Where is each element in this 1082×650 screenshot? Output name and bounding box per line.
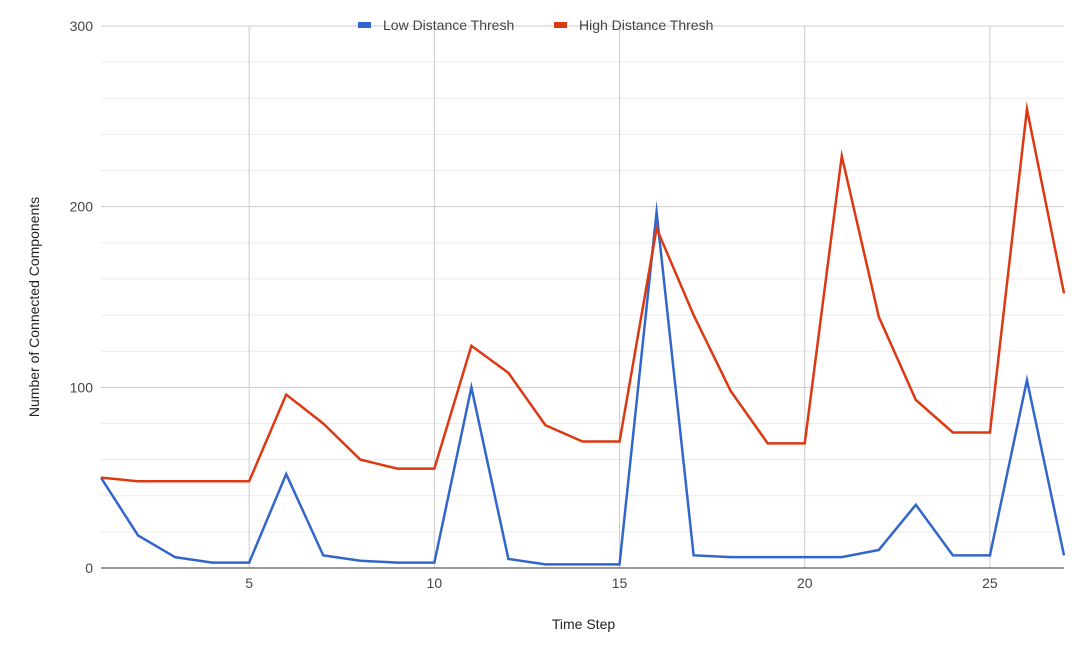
series-line-low-distance-thresh [99,200,1066,566]
legend-swatch [554,22,567,28]
legend-label: High Distance Thresh [579,17,713,33]
x-tick-label: 5 [245,575,253,591]
x-axis-title: Time Step [552,616,615,632]
y-tick-label: 200 [70,199,94,215]
legend-swatch [358,22,371,28]
x-tick-label: 15 [612,575,628,591]
x-tick-label: 20 [797,575,813,591]
x-tick-label: 10 [427,575,443,591]
y-tick-label: 0 [85,560,93,576]
x-tick-label: 25 [982,575,998,591]
legend-label: Low Distance Thresh [383,17,514,33]
grid [101,25,1064,568]
axes: 0 100 200 300 5 10 15 20 25 [70,18,1064,591]
y-tick-label: 300 [70,18,94,34]
series-line-high-distance-thresh [100,101,1066,483]
legend: Low Distance Thresh High Distance Thresh [358,17,713,33]
series-lines [99,101,1066,566]
y-tick-label: 100 [70,379,94,395]
y-axis-title: Number of Connected Components [26,197,42,417]
